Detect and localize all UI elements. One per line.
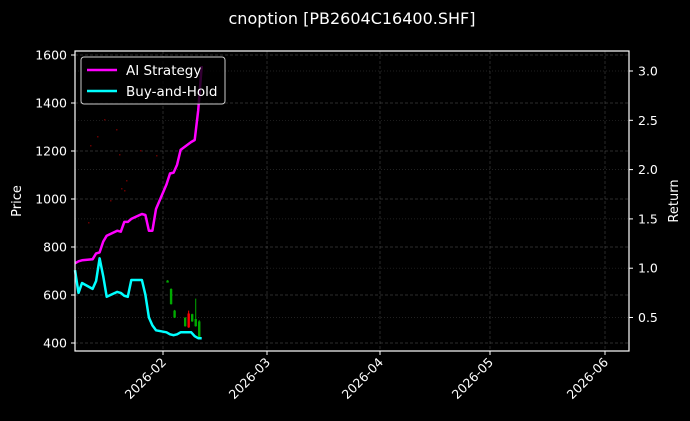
left-y-axis: 400 600 800 1000 1200 1400 1600 — [35, 48, 75, 351]
ai-strategy-line — [74, 66, 203, 265]
left-axis-label: Price — [10, 185, 25, 217]
faint-candlesticks — [88, 119, 158, 224]
candle-body — [194, 319, 197, 327]
legend-label-ai-strategy: AI Strategy — [126, 63, 201, 79]
left-tick-label: 1600 — [35, 48, 67, 63]
candlesticks — [166, 280, 201, 339]
faint-candle — [124, 190, 126, 192]
right-tick-label: 2.0 — [638, 162, 658, 177]
faint-candle — [119, 154, 121, 156]
faint-candle — [90, 145, 92, 147]
right-axis-label: Return — [667, 179, 682, 222]
buy-and-hold-line — [73, 257, 202, 340]
faint-candle — [110, 200, 112, 202]
chart-title: cnoption [PB2604C16400.SHF] — [229, 9, 476, 28]
right-tick-label: 1.5 — [638, 211, 658, 226]
left-tick-label: 1000 — [35, 192, 67, 207]
plot-frame — [74, 50, 630, 352]
faint-candle — [121, 188, 123, 190]
faint-candle — [126, 180, 128, 182]
right-tick-label: 3.0 — [638, 64, 658, 79]
faint-candle — [88, 222, 90, 224]
candle-body — [166, 280, 169, 283]
candle-body — [198, 321, 201, 339]
faint-candle — [156, 155, 158, 157]
right-tick-label: 1.0 — [638, 261, 658, 276]
legend: AI Strategy Buy-and-Hold — [80, 56, 226, 105]
left-tick-label: 600 — [43, 288, 67, 303]
left-tick-label: 1200 — [35, 144, 67, 159]
faint-candle — [104, 119, 106, 121]
candle-body — [173, 310, 176, 318]
left-tick-label: 1400 — [35, 96, 67, 111]
left-tick-label: 400 — [43, 336, 67, 351]
left-tick-label: 800 — [43, 240, 67, 255]
candle-body — [183, 317, 187, 327]
right-y-axis: 0.5 1.0 1.5 2.0 2.5 3.0 — [629, 64, 658, 325]
candle-body — [187, 313, 190, 328]
candle-body — [191, 314, 194, 322]
faint-candle — [140, 150, 142, 152]
right-tick-label: 2.5 — [638, 113, 658, 128]
legend-label-buy-and-hold: Buy-and-Hold — [126, 84, 217, 100]
faint-candle — [97, 136, 99, 138]
right-tick-label: 0.5 — [638, 310, 658, 325]
faint-candle — [116, 129, 118, 131]
candle-body — [169, 289, 173, 305]
